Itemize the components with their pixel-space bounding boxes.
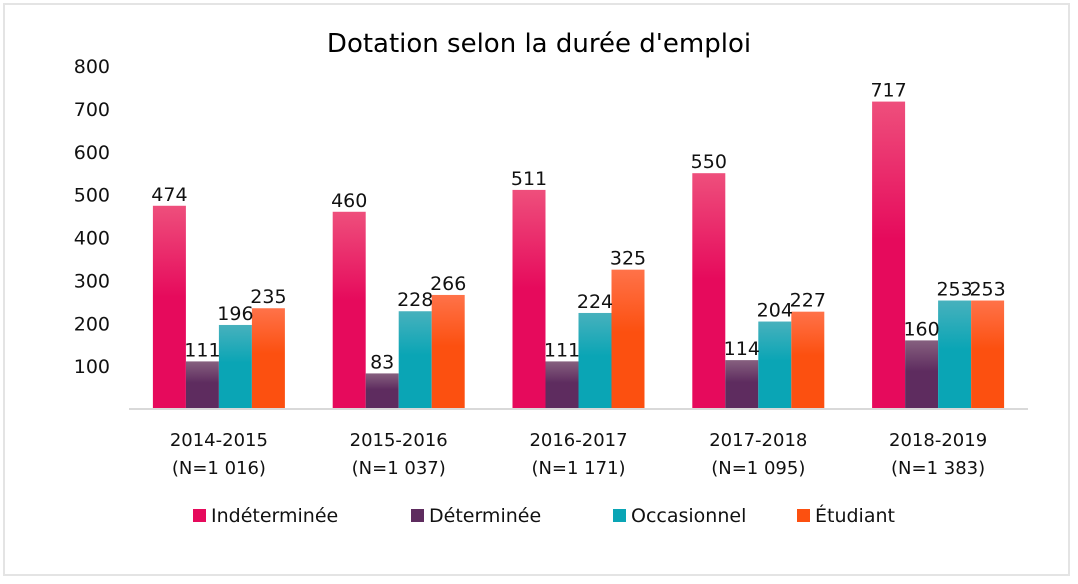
x-tick-label: 2015-2016 (350, 430, 448, 451)
x-tick-label: 2017-2018 (709, 430, 807, 451)
legend-label: Occasionnel (631, 505, 746, 527)
legend-label: Indéterminée (211, 505, 338, 527)
data-label: 717 (870, 80, 906, 102)
x-tick-sublabel: (N=1 383) (891, 458, 985, 479)
legend-swatch (411, 509, 424, 522)
data-label: 550 (691, 151, 727, 173)
bar-occasionnel-2016-2017 (578, 312, 612, 409)
bar-indeterminee-2014-2015 (152, 205, 186, 409)
data-label: 114 (724, 338, 760, 360)
data-label: 224 (577, 291, 613, 313)
bar-determinee-2014-2015 (185, 361, 219, 409)
bar-occasionnel-2017-2018 (758, 321, 792, 409)
bar-etudiant-2016-2017 (611, 269, 645, 409)
data-label: 196 (217, 303, 253, 325)
y-tick-label: 500 (74, 185, 110, 207)
data-label: 228 (397, 289, 433, 311)
data-label: 235 (250, 286, 286, 308)
chart-title: Dotation selon la durée d'emploi (327, 29, 751, 59)
legend-label: Étudiant (815, 504, 895, 527)
x-axis-labels: 2014-2015 (N=1 016) 2015-2016 (N=1 037) 2016… (170, 430, 987, 479)
bar-indeterminee-2018-2019 (872, 101, 906, 410)
bar-etudiant-2015-2016 (431, 294, 465, 409)
bar-determinee-2018-2019 (905, 340, 939, 409)
y-tick-label: 400 (74, 228, 110, 250)
y-tick-label: 800 (74, 56, 110, 78)
data-label: 204 (757, 300, 793, 322)
bar-determinee-2015-2016 (365, 373, 399, 409)
data-label: 111 (544, 339, 580, 361)
x-tick-label: 2018-2019 (889, 430, 987, 451)
y-tick-label: 600 (74, 142, 110, 164)
legend-swatch (613, 509, 626, 522)
x-tick-sublabel: (N=1 016) (172, 458, 266, 479)
x-tick-label: 2014-2015 (170, 430, 268, 451)
data-label: 460 (331, 190, 367, 212)
data-label: 83 (370, 351, 394, 373)
y-tick-label: 200 (74, 313, 110, 335)
y-tick-label: 300 (74, 270, 110, 292)
data-label: 111 (184, 339, 220, 361)
bar-occasionnel-2015-2016 (398, 311, 432, 409)
data-label: 511 (511, 168, 547, 190)
y-axis-ticks: 100 200 300 400 500 600 700 800 (74, 56, 110, 378)
bar-occasionnel-2014-2015 (218, 324, 252, 409)
bar-determinee-2016-2017 (545, 361, 579, 409)
bar-occasionnel-2018-2019 (938, 300, 972, 409)
data-label: 253 (969, 279, 1005, 301)
bar-etudiant-2014-2015 (251, 308, 285, 409)
legend-swatch (193, 509, 206, 522)
bar-indeterminee-2015-2016 (332, 211, 366, 409)
data-label: 160 (903, 318, 939, 340)
legend-swatch (797, 509, 810, 522)
bar-indeterminee-2016-2017 (512, 189, 546, 409)
data-label: 253 (936, 279, 972, 301)
bar-determinee-2017-2018 (725, 360, 759, 409)
y-tick-label: 100 (74, 356, 110, 378)
y-tick-label: 700 (74, 99, 110, 121)
bar-etudiant-2018-2019 (971, 300, 1005, 409)
bars (152, 101, 1005, 410)
legend-label: Déterminée (429, 505, 541, 527)
bar-etudiant-2017-2018 (791, 311, 825, 409)
data-label: 266 (430, 273, 466, 295)
x-tick-sublabel: (N=1 095) (711, 458, 805, 479)
data-label: 227 (790, 290, 826, 312)
x-tick-sublabel: (N=1 171) (531, 458, 625, 479)
x-tick-label: 2016-2017 (529, 430, 627, 451)
data-label: 474 (151, 184, 187, 206)
bar-indeterminee-2017-2018 (692, 173, 726, 409)
legend: Indéterminée Déterminée Occasionnel Étudian… (193, 504, 895, 527)
data-label: 325 (610, 248, 646, 270)
x-tick-sublabel: (N=1 037) (352, 458, 446, 479)
